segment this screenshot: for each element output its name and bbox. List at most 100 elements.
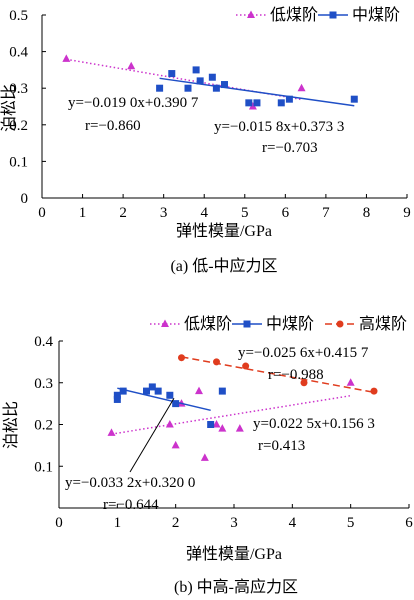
data-point xyxy=(207,421,215,428)
series-0 xyxy=(62,54,306,110)
data-point xyxy=(119,387,127,395)
data-point xyxy=(297,83,306,92)
data-point xyxy=(195,386,203,395)
data-point xyxy=(184,84,192,92)
x-tick-label: 4 xyxy=(200,205,208,221)
y-tick-label: 0.3 xyxy=(34,376,53,392)
x-tick-label: 1 xyxy=(79,205,87,221)
fit-equation: y=0.022 5x+0.156 3 xyxy=(253,416,375,432)
data-point xyxy=(277,99,285,107)
y-tick-label: 0.4 xyxy=(34,334,53,350)
data-point xyxy=(208,73,216,81)
data-point xyxy=(192,66,200,74)
data-point xyxy=(370,387,378,395)
y-tick-label: 0.1 xyxy=(34,459,53,475)
chart-caption: (a) 低-中应力区 xyxy=(170,256,277,275)
legend-label: 中煤阶 xyxy=(352,6,400,24)
data-point xyxy=(350,95,358,103)
x-tick-label: 3 xyxy=(230,515,238,531)
data-point xyxy=(178,354,185,362)
x-tick-label: 6 xyxy=(405,515,413,531)
legend-label: 中煤阶 xyxy=(266,315,314,333)
data-point xyxy=(213,358,220,366)
data-point xyxy=(196,77,204,85)
data-point xyxy=(165,420,174,428)
correlation-coefficient: r=−0.703 xyxy=(262,140,318,156)
x-tick-label: 2 xyxy=(119,205,127,221)
legend-marker xyxy=(243,320,251,328)
x-axis-label: 弹性模量/GPa xyxy=(186,545,282,563)
data-point xyxy=(154,387,162,395)
x-tick-label: 1 xyxy=(114,515,122,531)
series-1 xyxy=(156,66,358,107)
y-tick-label: 0.3 xyxy=(9,81,28,97)
data-point xyxy=(248,102,257,110)
data-point xyxy=(285,95,293,103)
data-point xyxy=(253,99,261,107)
x-axis-label: 弹性模量/GPa xyxy=(176,222,272,240)
fit-line xyxy=(117,387,211,412)
chart-a: 0 1 2 3 4 5 6 7 8 9 0 0.1 0.2 0.3 0.4 0.5 弹性模量/GPa 泊松比 (a)… xyxy=(0,6,411,275)
chart-b: 0 1 2 3 4 5 6 0.1 0.2 0.3 0.4 弹性模量/GPa 泊松比 (b) 中高-高应力… xyxy=(2,315,413,596)
data-point xyxy=(113,395,121,403)
y-tick-label: 0.2 xyxy=(34,418,53,434)
data-point xyxy=(218,424,227,432)
fit-equation: y=−0.025 6x+0.415 7 xyxy=(238,345,369,361)
correlation-coefficient: r=−0.644 xyxy=(103,497,159,513)
y-tick-label: 0.1 xyxy=(9,154,28,170)
data-point xyxy=(171,440,180,449)
legend-marker xyxy=(329,11,337,19)
fit-line xyxy=(159,77,355,107)
x-tick-label: 3 xyxy=(160,205,168,221)
data-point xyxy=(166,391,174,399)
y-axis-label: 泊松比 xyxy=(0,84,18,132)
x-tick-label: 0 xyxy=(55,515,63,531)
data-point xyxy=(107,428,116,436)
data-point xyxy=(156,84,164,92)
legend-label: 高煤阶 xyxy=(359,315,407,333)
data-point xyxy=(300,379,308,387)
data-point xyxy=(212,84,220,92)
legend-label: 低煤阶 xyxy=(270,6,318,24)
correlation-coefficient: r=−0.860 xyxy=(85,118,141,134)
x-tick-label: 0 xyxy=(38,205,46,221)
legend-marker xyxy=(336,320,344,328)
data-point xyxy=(346,378,355,386)
series-0 xyxy=(107,378,355,461)
data-point xyxy=(168,70,176,78)
data-point xyxy=(212,420,221,428)
x-tick-label: 6 xyxy=(282,205,290,221)
y-axis-label: 泊松比 xyxy=(2,401,20,449)
x-tick-label: 5 xyxy=(347,515,355,531)
data-point xyxy=(200,453,209,461)
data-point xyxy=(221,81,228,89)
data-point xyxy=(127,61,136,70)
annotation-leader-line xyxy=(129,397,175,473)
x-tick-label: 2 xyxy=(172,515,180,531)
data-point xyxy=(148,383,156,391)
fit-equation: y=−0.019 0x+0.390 7 xyxy=(68,95,199,111)
y-tick-label: 0.4 xyxy=(9,45,28,61)
y-tick-label: 0.5 xyxy=(9,8,28,24)
x-tick-label: 9 xyxy=(403,205,411,221)
data-point xyxy=(235,424,244,432)
data-point xyxy=(242,362,250,370)
x-tick-label: 7 xyxy=(322,205,330,221)
fit-equation: y=−0.015 8x+0.373 3 xyxy=(214,119,344,135)
chart-caption: (b) 中高-高应力区 xyxy=(174,577,298,596)
correlation-coefficient: r=−0.988 xyxy=(268,367,324,383)
x-tick-label: 8 xyxy=(363,205,371,221)
legend-marker xyxy=(161,319,169,327)
legend-marker xyxy=(247,10,255,18)
series-2 xyxy=(178,354,378,395)
data-point xyxy=(113,391,121,399)
data-point xyxy=(172,400,180,408)
fit-line xyxy=(111,394,351,435)
legend-label: 低煤阶 xyxy=(184,315,232,333)
y-tick-label: 0 xyxy=(21,191,29,207)
data-point xyxy=(218,387,226,395)
data-point xyxy=(62,54,71,62)
data-point xyxy=(245,99,253,107)
series-1 xyxy=(113,383,226,428)
